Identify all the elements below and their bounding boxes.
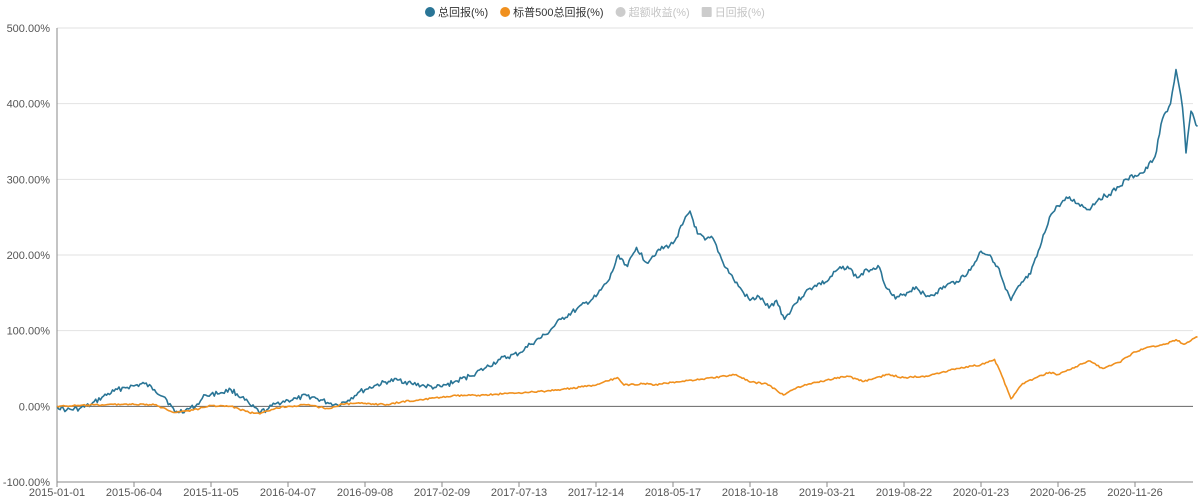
y-tick-label: 300.00% xyxy=(7,174,51,186)
x-tick-label: 2016-04-07 xyxy=(260,487,316,499)
series-line-1 xyxy=(56,335,1198,415)
legend-item-0[interactable]: 总回报(%) xyxy=(425,5,488,19)
x-tick-label: 2018-10-18 xyxy=(722,487,778,499)
legend-item-2[interactable]: 超额收益(%) xyxy=(615,5,690,19)
x-tick-label: 2018-05-17 xyxy=(645,487,701,499)
x-tick-label: 2016-09-08 xyxy=(337,487,393,499)
legend-label: 超额收益(%) xyxy=(629,5,690,19)
y-tick-label: 400.00% xyxy=(7,99,51,111)
series-line-0 xyxy=(56,68,1199,414)
x-tick-label: 2020-11-26 xyxy=(1107,487,1162,499)
legend-label: 日回报(%) xyxy=(715,5,765,19)
legend-label: 标普500总回报(%) xyxy=(513,5,603,19)
legend-label: 总回报(%) xyxy=(438,5,488,19)
y-tick-label: 200.00% xyxy=(7,250,51,262)
x-tick-label: 2015-11-05 xyxy=(183,487,238,499)
legend-item-1[interactable]: 标普500总回报(%) xyxy=(500,5,604,19)
x-tick-label: 2015-01-01 xyxy=(29,487,85,499)
x-axis: 2015-01-01 2015-06-04 2015-11-05 2016-04-07… xyxy=(29,481,1193,499)
chart-legend[interactable]: 总回报(%) 标普500总回报(%) 超额收益(%) 日回报(%) xyxy=(425,5,765,19)
legend-marker xyxy=(425,7,435,17)
legend-marker xyxy=(500,7,511,17)
x-tick-label: 2017-02-09 xyxy=(414,487,470,499)
x-tick-label: 2017-07-13 xyxy=(491,487,547,499)
legend-marker xyxy=(701,7,712,17)
x-tick-label: 2017-12-14 xyxy=(568,487,624,499)
y-tick-label: -100.00% xyxy=(3,477,50,489)
x-tick-label: 2019-03-21 xyxy=(799,487,855,499)
grid-lines xyxy=(57,27,1193,483)
legend-item-3[interactable]: 日回报(%) xyxy=(701,5,765,19)
y-tick-label: 500.00% xyxy=(7,23,51,35)
series-lines xyxy=(56,68,1199,415)
x-tick-label: 2020-01-23 xyxy=(953,487,1009,499)
legend-marker xyxy=(615,7,626,17)
x-tick-label: 2015-06-04 xyxy=(106,487,162,499)
y-tick-label: 0.00% xyxy=(19,401,50,413)
x-tick-label: 2019-08-22 xyxy=(876,487,932,499)
y-tick-label: 100.00% xyxy=(7,326,51,338)
y-axis: -100.00% 0.00% 100.00% 200.00% 300.00% 400.00… xyxy=(3,23,1193,489)
x-tick-label: 2020-06-25 xyxy=(1030,487,1086,499)
